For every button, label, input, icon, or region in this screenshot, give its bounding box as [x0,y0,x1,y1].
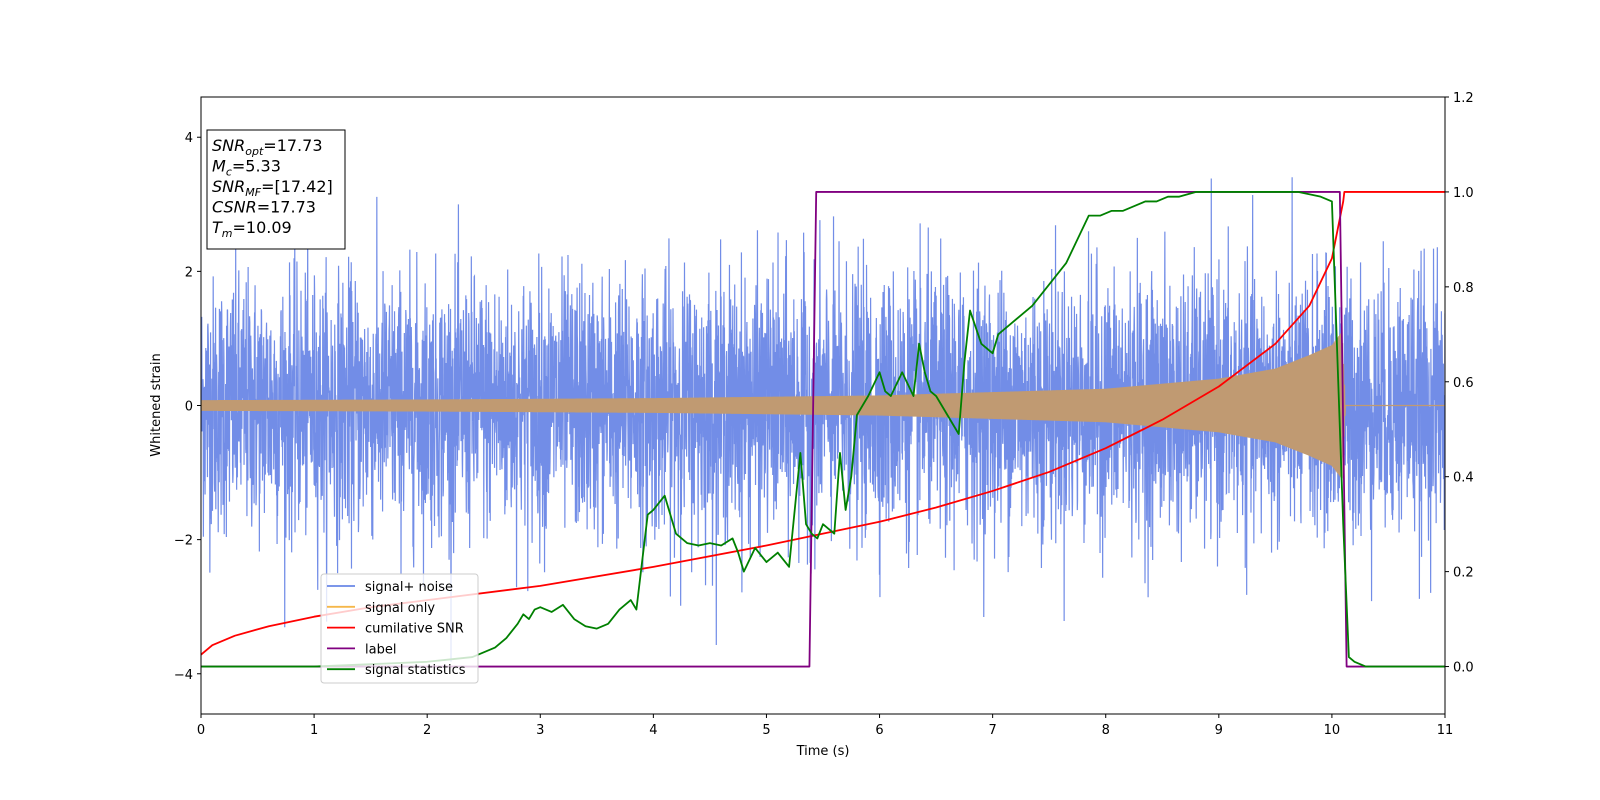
legend-label: cumilative SNR [365,622,464,637]
y2-axis-ticks: 0.0 0.2 0.4 0.6 0.8 1.0 1.2 [1445,91,1474,676]
y2-tick-label: 1.2 [1453,91,1474,106]
y-tick-label: −4 [174,668,193,683]
info-line: Tm=10.09 [212,218,292,240]
legend-label: signal only [365,601,435,616]
y2-tick-label: 1.0 [1453,186,1474,201]
x-axis-ticks: 0 1 2 3 4 5 6 7 8 9 10 11 [197,714,1453,738]
legend-label: signal+ noise [365,580,453,595]
y2-tick-label: 0.4 [1453,471,1474,486]
y2-tick-label: 0.2 [1453,566,1474,581]
x-tick-label: 10 [1324,723,1341,738]
x-tick-label: 7 [988,723,996,738]
legend: signal+ noise signal only cumilative SNR la… [320,573,479,684]
info-box: SNRopt=17.73Mc=5.33SNRMF=[17.42]CSNR=17.… [206,129,346,250]
legend-label: signal statistics [365,663,466,678]
x-tick-label: 1 [310,723,318,738]
y2-tick-label: 0.8 [1453,281,1474,296]
y-tick-label: 0 [185,400,193,415]
series-layer [201,177,1445,668]
series-signal-only [201,332,1445,479]
legend-label: label [365,642,396,657]
y-tick-label: 4 [185,131,193,146]
y2-tick-label: 0.6 [1453,376,1474,391]
x-tick-label: 6 [875,723,883,738]
info-line: SNRMF=[17.42] [212,177,333,199]
x-tick-label: 3 [536,723,544,738]
y-tick-label: 2 [185,265,193,280]
series-signal-statistics [201,191,1445,668]
legend-frame [320,573,479,684]
x-tick-label: 0 [197,723,205,738]
x-tick-label: 9 [1215,723,1223,738]
x-tick-label: 2 [423,723,431,738]
info-line: SNRopt=17.73 [212,136,323,158]
y2-tick-label: 0.0 [1453,661,1474,676]
info-box-frame [206,129,346,250]
info-line: CSNR=17.73 [212,198,316,217]
x-tick-label: 5 [762,723,770,738]
y-axis-ticks: −4 −2 0 2 4 [174,131,201,683]
series-label [201,191,1445,668]
y-axis-label: Whitened strain [149,353,164,456]
x-tick-label: 11 [1437,723,1454,738]
y-tick-label: −2 [174,534,193,549]
x-tick-label: 8 [1102,723,1110,738]
info-line: Mc=5.33 [212,157,281,179]
series-cumulative-snr [201,191,1445,656]
x-tick-label: 4 [649,723,657,738]
x-axis-label: Time (s) [796,744,850,759]
